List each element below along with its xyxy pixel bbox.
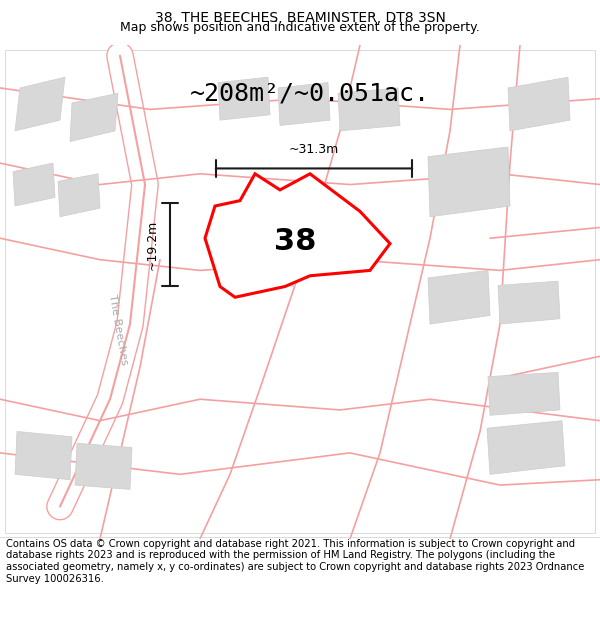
Polygon shape — [498, 281, 560, 324]
Polygon shape — [488, 372, 560, 415]
Polygon shape — [428, 271, 490, 324]
Polygon shape — [205, 174, 390, 298]
Polygon shape — [250, 195, 335, 247]
Polygon shape — [338, 88, 400, 131]
Polygon shape — [58, 174, 100, 217]
Text: ~19.2m: ~19.2m — [146, 219, 158, 270]
Text: Contains OS data © Crown copyright and database right 2021. This information is : Contains OS data © Crown copyright and d… — [6, 539, 584, 584]
Polygon shape — [218, 78, 270, 120]
Text: Map shows position and indicative extent of the property.: Map shows position and indicative extent… — [120, 21, 480, 34]
Text: The Beeches: The Beeches — [107, 293, 129, 366]
Polygon shape — [487, 421, 565, 474]
Polygon shape — [13, 163, 55, 206]
Polygon shape — [70, 93, 118, 142]
Polygon shape — [15, 431, 72, 480]
Polygon shape — [240, 244, 298, 286]
Polygon shape — [15, 78, 65, 131]
Text: ~208m²/~0.051ac.: ~208m²/~0.051ac. — [190, 81, 430, 105]
Polygon shape — [75, 443, 132, 489]
Polygon shape — [278, 82, 330, 126]
Text: 38, THE BEECHES, BEAMINSTER, DT8 3SN: 38, THE BEECHES, BEAMINSTER, DT8 3SN — [155, 11, 445, 25]
Polygon shape — [428, 147, 510, 217]
FancyBboxPatch shape — [5, 51, 595, 533]
Text: ~31.3m: ~31.3m — [289, 142, 339, 156]
Polygon shape — [508, 78, 570, 131]
Text: 38: 38 — [274, 227, 316, 256]
